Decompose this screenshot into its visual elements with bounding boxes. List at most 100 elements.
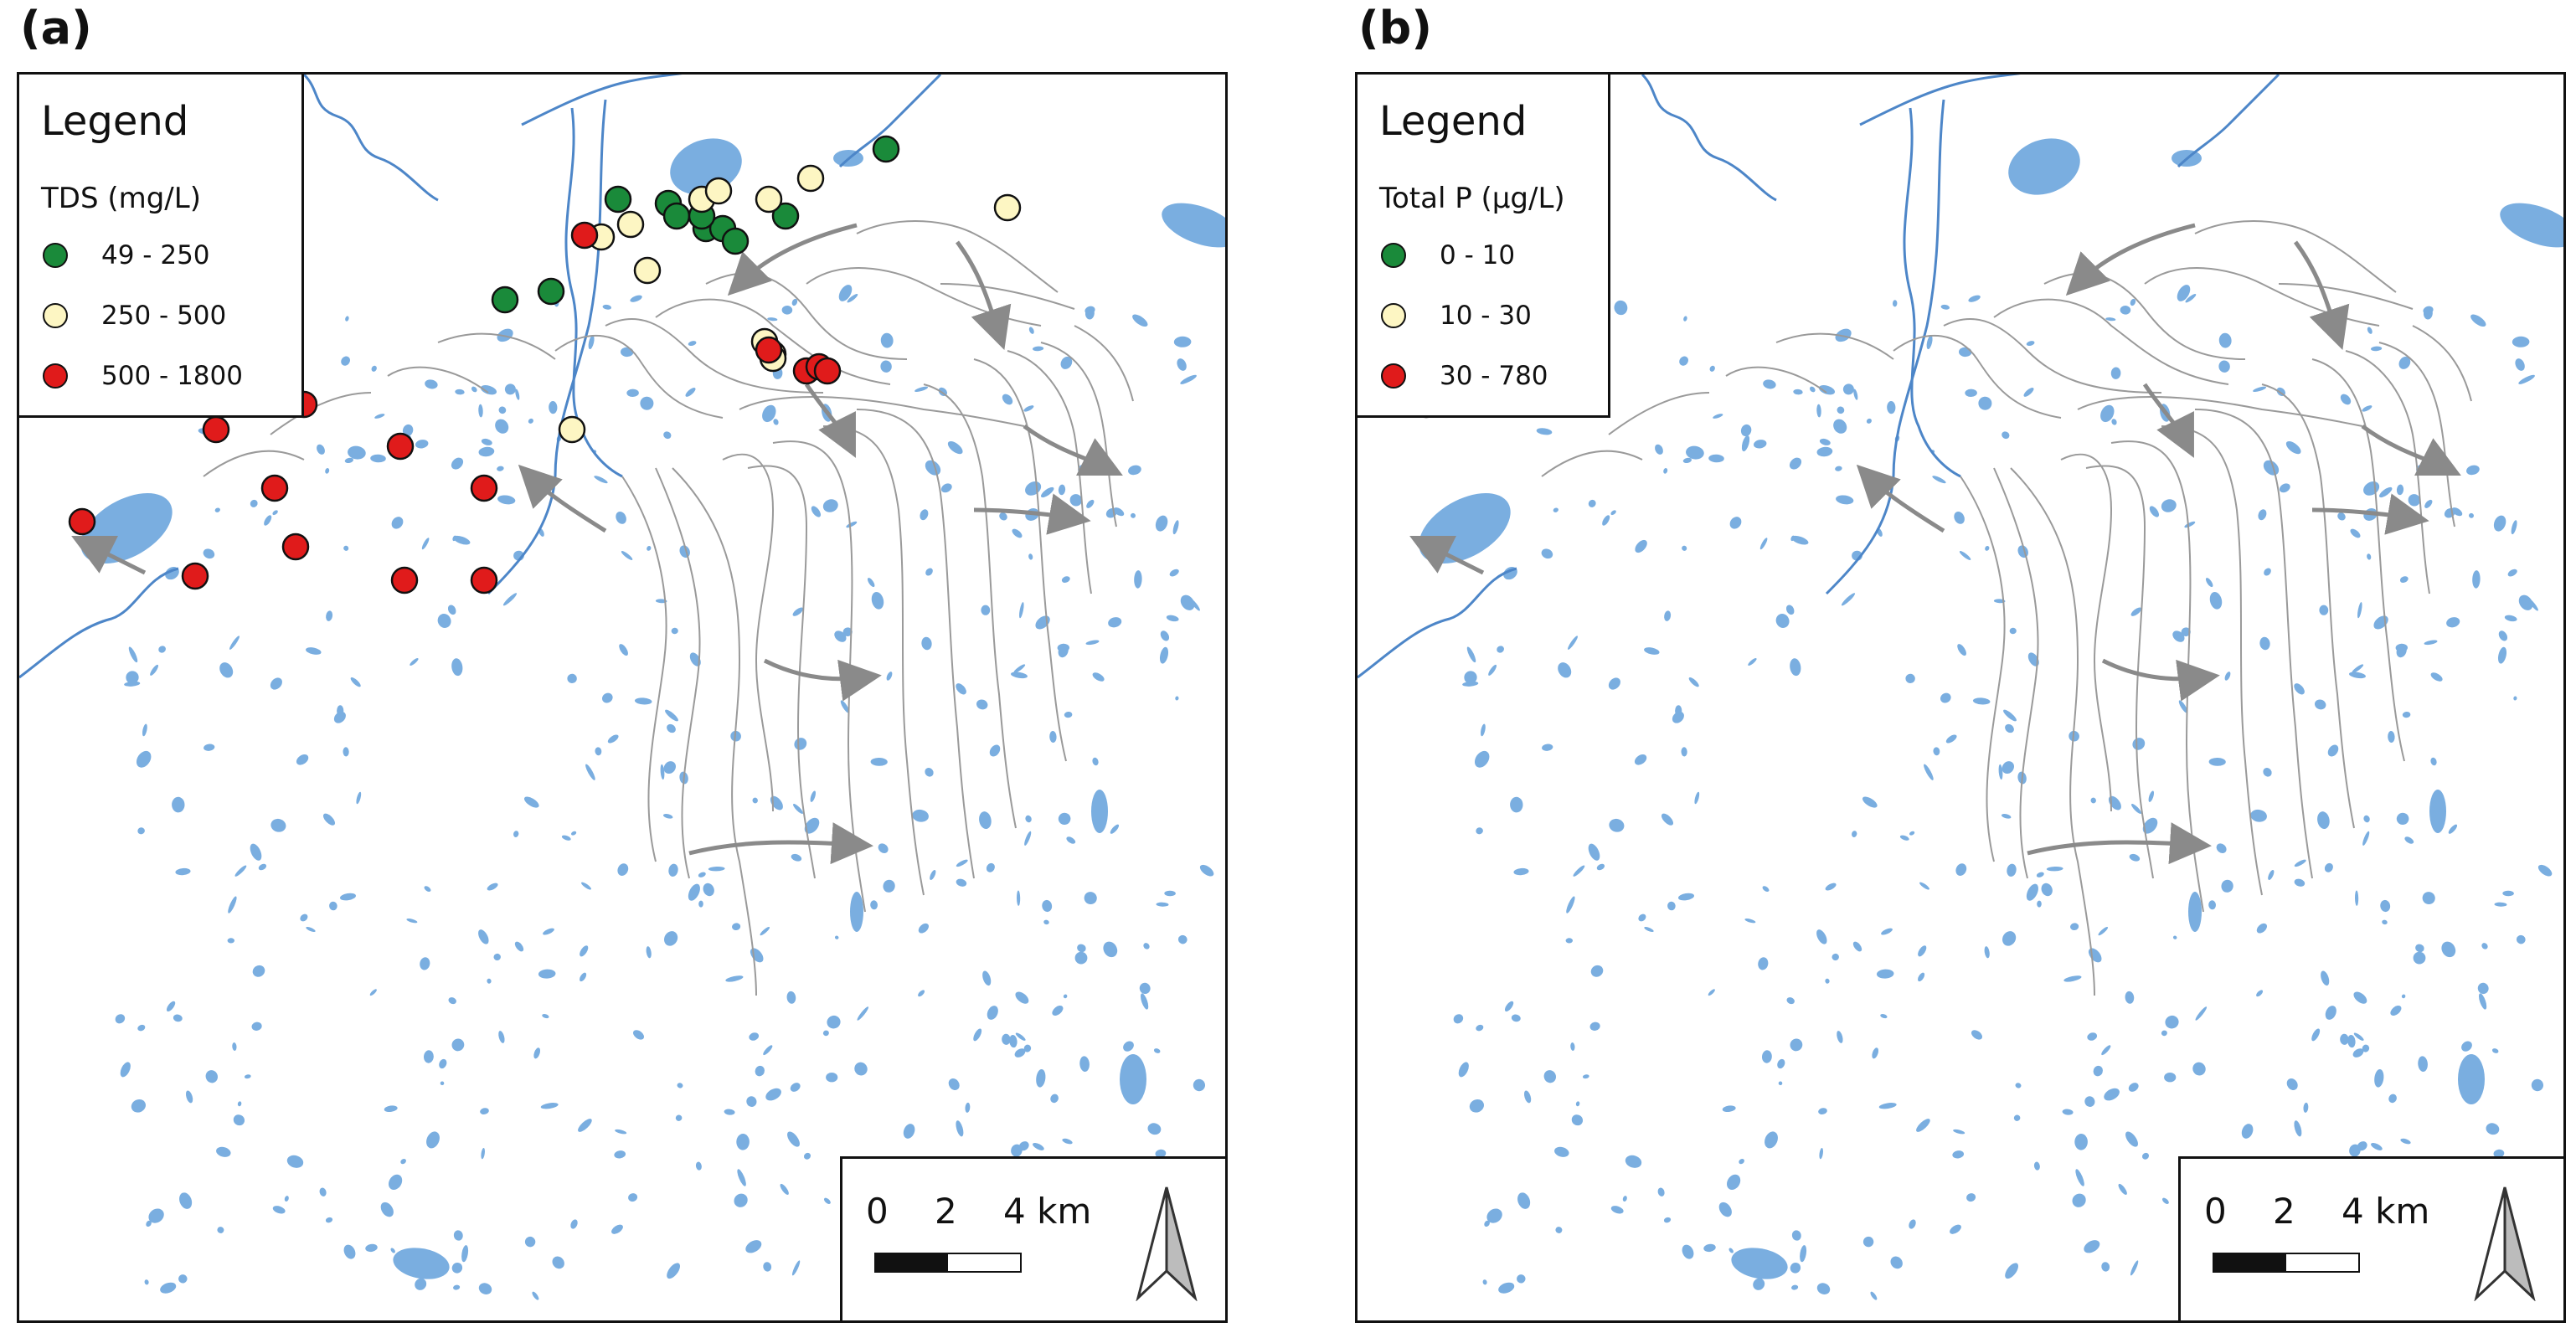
- pond: [793, 804, 803, 814]
- pond: [791, 298, 798, 306]
- pond: [515, 389, 520, 400]
- pond: [2504, 615, 2517, 622]
- pond: [1052, 1005, 1064, 1016]
- pond: [2349, 1144, 2361, 1157]
- pond: [1482, 1279, 1487, 1285]
- sample-site-marker: [755, 336, 783, 364]
- pond: [914, 386, 929, 393]
- legend-item-label: 0 - 10: [1440, 240, 1516, 270]
- pond: [724, 1109, 735, 1115]
- pond: [448, 997, 456, 1005]
- pond: [580, 945, 589, 957]
- pond: [1878, 1103, 1897, 1109]
- river-line: [2177, 75, 2280, 168]
- pond: [237, 1101, 242, 1107]
- pond: [2104, 1088, 2120, 1101]
- pond: [2046, 866, 2063, 872]
- pond: [1012, 528, 1023, 538]
- scale-tick: 2: [2273, 1191, 2295, 1232]
- pond: [498, 1031, 505, 1043]
- pond: [1110, 824, 1120, 834]
- pond: [1476, 827, 1483, 835]
- sample-site-marker: [181, 562, 209, 590]
- pond: [2314, 699, 2326, 710]
- pond: [540, 1103, 559, 1109]
- pond: [478, 446, 495, 457]
- pond: [1153, 1048, 1161, 1053]
- pond: [1909, 831, 1915, 836]
- pond: [986, 862, 995, 872]
- pond: [1819, 438, 1831, 445]
- pond: [2098, 926, 2109, 936]
- pond: [1622, 1196, 1627, 1202]
- pond: [2398, 356, 2411, 369]
- pond: [538, 969, 556, 979]
- pond: [2033, 1161, 2040, 1171]
- pond: [1842, 383, 1854, 395]
- pond: [668, 863, 678, 877]
- pond: [1663, 468, 1668, 474]
- pond: [2512, 336, 2530, 347]
- pond: [2518, 374, 2535, 384]
- pond: [2108, 795, 2121, 811]
- pond: [2404, 836, 2414, 844]
- pond: [1919, 882, 1929, 890]
- pond: [736, 1134, 750, 1150]
- pond: [2120, 305, 2131, 315]
- pond: [1084, 892, 1097, 905]
- pond: [2192, 1062, 2206, 1076]
- pond: [1866, 418, 1872, 424]
- pond: [374, 414, 385, 419]
- pond: [2321, 970, 2330, 986]
- pond: [1786, 997, 1795, 1005]
- pond: [1778, 1081, 1783, 1086]
- pond: [1809, 386, 1816, 393]
- pond: [1131, 512, 1136, 518]
- legend-item-high: 30 - 780: [1381, 359, 1548, 393]
- pond: [1968, 295, 1981, 302]
- pond: [2470, 314, 2486, 327]
- pond: [166, 1001, 176, 1012]
- legend-title: Legend: [41, 98, 189, 145]
- pond: [1625, 1155, 1642, 1168]
- pond: [2324, 862, 2333, 872]
- pond: [306, 647, 322, 655]
- pond: [136, 750, 152, 768]
- pond: [1825, 883, 1837, 891]
- pond: [1959, 551, 1971, 560]
- pond: [1953, 1129, 1965, 1135]
- pond: [480, 1108, 489, 1114]
- scale-tick: 2: [935, 1191, 957, 1232]
- pond: [2088, 948, 2102, 963]
- pond: [421, 538, 430, 550]
- pond: [2531, 1078, 2544, 1092]
- pond: [662, 813, 673, 819]
- pond: [1193, 1078, 1206, 1092]
- pond: [2125, 991, 2135, 1004]
- flow-contour: [2278, 283, 2414, 310]
- pond: [2424, 640, 2438, 646]
- pond: [160, 1282, 177, 1294]
- pond: [2507, 569, 2517, 577]
- pond: [594, 476, 608, 484]
- pond: [306, 926, 316, 933]
- pond: [1064, 711, 1073, 718]
- flow-arrow: [727, 223, 858, 296]
- pond: [2128, 1083, 2139, 1092]
- pond: [2382, 919, 2388, 925]
- pond: [1180, 594, 1195, 610]
- pond: [1043, 919, 1049, 925]
- pond: [749, 1032, 760, 1041]
- pond: [365, 1243, 378, 1253]
- pond: [1789, 457, 1802, 470]
- pond: [150, 664, 159, 676]
- pond: [2357, 602, 2362, 619]
- pond: [471, 386, 477, 393]
- yellow-swatch-icon: [1381, 303, 1406, 328]
- pond: [1664, 610, 1672, 621]
- pond: [2352, 664, 2364, 673]
- pond: [345, 316, 349, 322]
- flow-arrow: [1409, 536, 1485, 575]
- pond: [2132, 738, 2146, 750]
- pond: [1458, 1062, 1469, 1078]
